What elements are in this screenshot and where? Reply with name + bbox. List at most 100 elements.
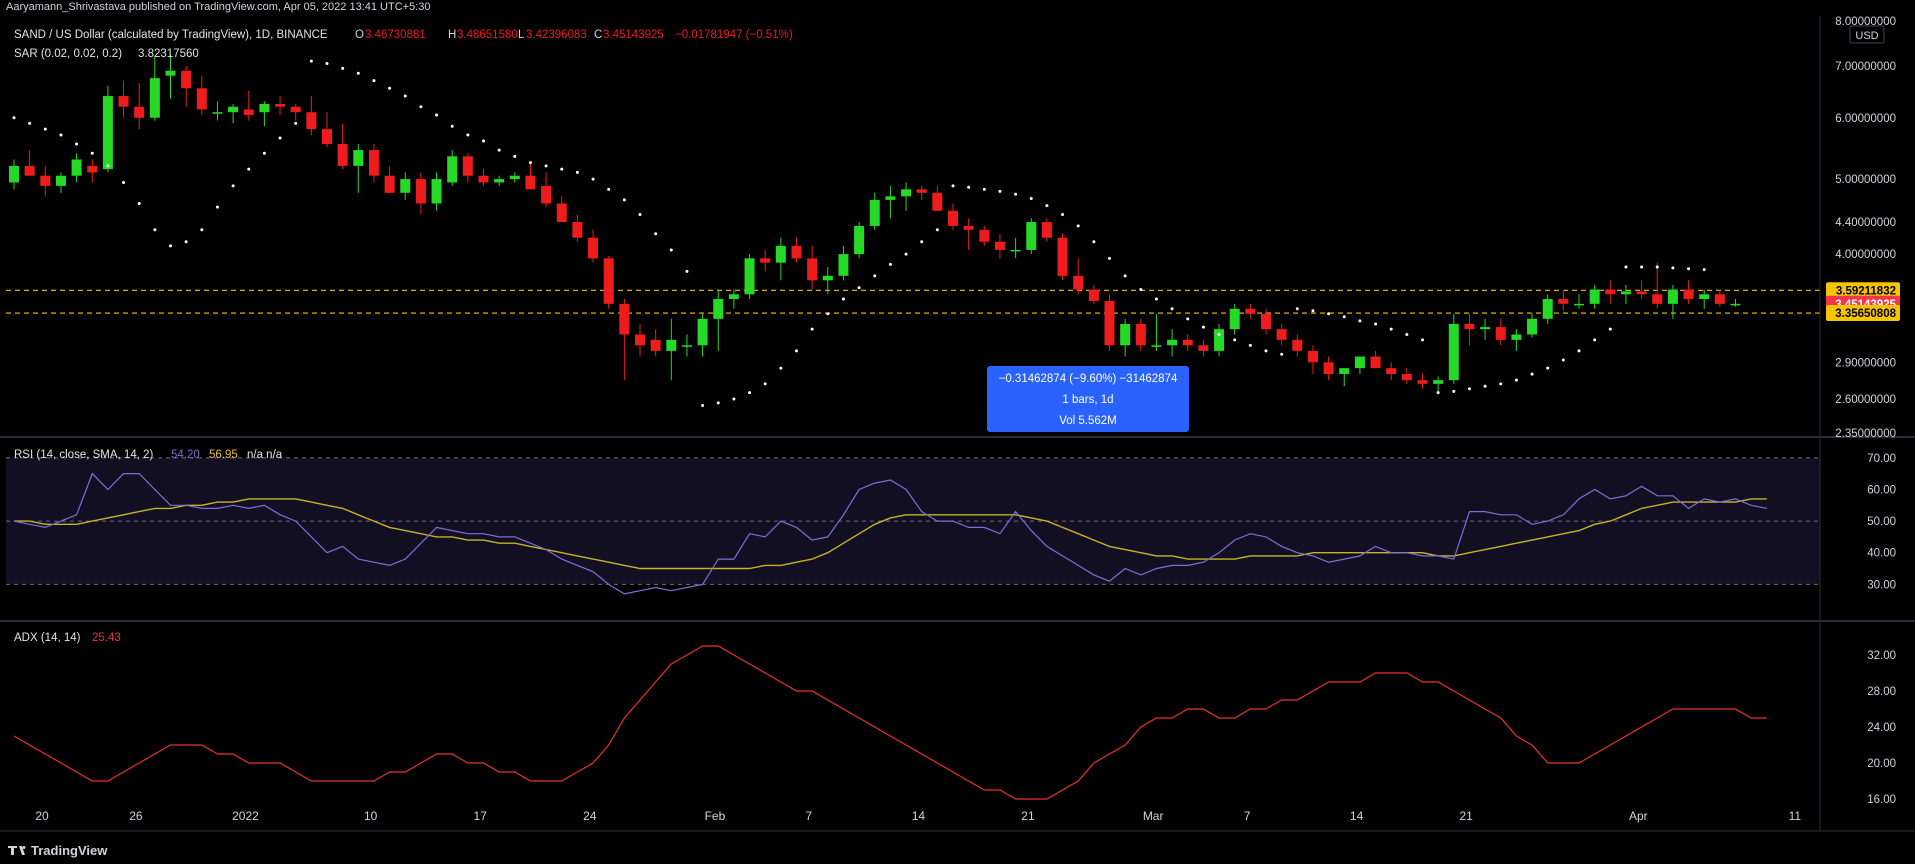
sar-dot (1342, 315, 1346, 319)
sar-dot (403, 94, 407, 98)
sar-dot (153, 228, 157, 232)
sar-dot (560, 167, 564, 171)
candle-body (1088, 289, 1099, 301)
sar-dot (169, 244, 172, 248)
measurement-change: −0.31462874 (−9.60%) −31462874 (999, 373, 1178, 385)
ohlc-h-value: 3.48651580 (457, 29, 518, 41)
sar-dot (1029, 196, 1033, 200)
price-axis-tick: 4.00000000 (1835, 249, 1896, 261)
candle-body (838, 254, 849, 276)
candle-body (1307, 350, 1318, 363)
rsi-ma-legend-value: 56.95 (209, 449, 238, 461)
candle-body (619, 303, 630, 335)
candle-body (71, 159, 82, 176)
sar-dot (59, 133, 63, 137)
sar-dot (544, 164, 548, 168)
sar-dot (1687, 267, 1691, 271)
candle-body (337, 143, 348, 166)
candle-body (1589, 289, 1600, 304)
rsi-axis-tick: 40.00 (1867, 548, 1896, 560)
candle-body (1041, 222, 1052, 238)
candle-body (462, 156, 473, 176)
sar-dot (1170, 307, 1174, 311)
sar-dot (1076, 224, 1080, 228)
sar-dot (12, 116, 16, 120)
candle-body (1401, 374, 1412, 381)
candle-body (556, 203, 567, 223)
currency-badge[interactable]: USD (1855, 30, 1878, 42)
candle-body (1026, 222, 1037, 250)
candle-body (165, 70, 176, 76)
measurement-tooltip[interactable]: −0.31462874 (−9.60%) −31462874 1 bars, 1… (987, 366, 1189, 432)
candle-body (744, 258, 755, 295)
candle-body (979, 229, 990, 242)
sar-dot (200, 228, 204, 232)
candle-body (901, 189, 912, 197)
price-label-bg (1826, 305, 1900, 322)
adx-axis-tick: 16.00 (1867, 794, 1896, 806)
sar-dot (309, 59, 313, 63)
candle-body (368, 150, 379, 176)
date-axis-tick: 21 (1021, 809, 1035, 823)
sar-dot (184, 240, 188, 244)
candle-body (494, 179, 505, 183)
level-price-label: 3.35650808 (1835, 308, 1896, 320)
symbol-title[interactable]: SAND / US Dollar (calculated by TradingV… (14, 29, 328, 41)
sar-dot (372, 79, 376, 83)
rsi-series (13, 472, 1767, 595)
rsi-legend-label[interactable]: RSI (14, close, SMA, 14, 2) (14, 449, 154, 461)
ohlc-l-value: 3.42396083 (526, 29, 587, 41)
sar-dot (1092, 240, 1096, 244)
sar-dot (935, 228, 939, 232)
sar-dot (1655, 265, 1659, 269)
price-axis-tick: 7.00000000 (1835, 61, 1896, 73)
adx-legend-label[interactable]: ADX (14, 14) (14, 632, 81, 644)
sar-dot (1436, 391, 1440, 395)
sar-dot (795, 349, 798, 353)
ohlc-h-label: H (448, 29, 456, 41)
sar-dot (482, 139, 485, 143)
tradingview-logo[interactable]: TradingView (8, 843, 108, 858)
measurement-bars: 1 bars, 1d (1062, 394, 1113, 406)
rsi-axis-tick: 70.00 (1867, 453, 1896, 465)
candle-body (447, 156, 458, 183)
candle-body (87, 165, 98, 173)
candle-body (791, 245, 802, 259)
sar-dot (779, 366, 783, 370)
candle-body (55, 175, 66, 186)
price-axis-tick: 8.00000000 (1835, 16, 1896, 28)
sar-dot (497, 148, 501, 152)
price-axis-tick: 6.00000000 (1835, 113, 1896, 125)
candle-body (509, 175, 520, 180)
adx-series (13, 645, 1767, 800)
candle-body (1370, 356, 1381, 369)
sar-dot (982, 187, 986, 191)
sar-dot (1671, 266, 1675, 270)
candle-body (541, 185, 552, 204)
sar-dot (748, 391, 752, 395)
sar-dot (920, 240, 924, 244)
sar-dot (638, 213, 642, 217)
candle-body (400, 179, 411, 193)
candle-body (1620, 291, 1631, 295)
candle-body (1292, 339, 1303, 351)
candle-body (1527, 318, 1538, 335)
candle-body (775, 245, 786, 263)
currency-badge-bg[interactable] (1849, 25, 1885, 44)
candle-body (1198, 345, 1209, 351)
sar-dot (873, 274, 877, 278)
candle-body (1057, 237, 1068, 276)
candle-body (1480, 327, 1491, 330)
sar-dot (701, 404, 705, 408)
sar-dot (763, 382, 767, 386)
sar-dot (419, 105, 423, 109)
candle-body (415, 179, 426, 204)
sar-dot (888, 262, 892, 266)
sar-legend-label[interactable]: SAR (0.02, 0.02, 0.2) (14, 48, 122, 60)
price-axis-tick: 2.90000000 (1835, 357, 1896, 369)
sar-dot (1405, 332, 1409, 336)
measurement-volume: Vol 5.562M (1059, 415, 1117, 427)
